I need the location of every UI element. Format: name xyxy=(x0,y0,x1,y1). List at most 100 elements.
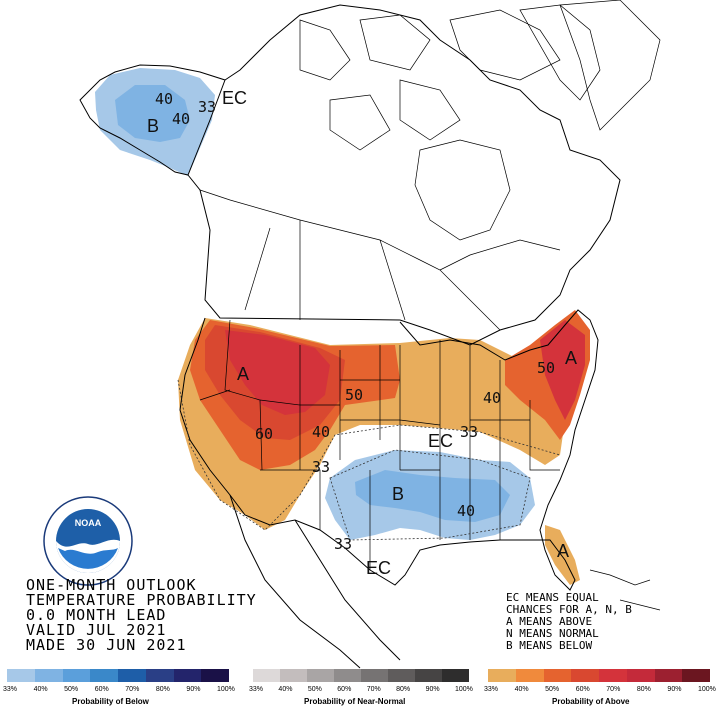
label-ec-alaska: EC xyxy=(222,88,247,108)
legend-above-swatch xyxy=(515,669,544,682)
label-ec-central: EC xyxy=(428,431,453,451)
label-50-plains: 50 xyxy=(345,386,363,404)
legend-above-tick: 90% xyxy=(667,686,682,693)
ec-line-4: N MEANS NORMAL xyxy=(506,627,599,640)
title-line-3: 0.0 MONTH LEAD xyxy=(26,606,167,624)
legend-above-tick: 70% xyxy=(606,686,621,693)
legend-above-swatch xyxy=(682,669,710,682)
legend-above-swatch xyxy=(654,669,683,682)
label-40-northeast: 40 xyxy=(483,389,501,407)
legend-below-swatch xyxy=(201,669,229,682)
alaska-outline xyxy=(79,64,226,176)
legend-normal-tick: 80% xyxy=(396,686,411,693)
legend-above-swatch xyxy=(626,669,655,682)
legend-below-caption: Probability of Below xyxy=(72,697,149,706)
legend-above-tick: 80% xyxy=(636,686,651,693)
legend-normal-swatch xyxy=(361,669,388,682)
label-40-alaska-a: 40 xyxy=(155,90,173,108)
label-a-northeast: A xyxy=(565,348,577,368)
legend-normal-tick: 90% xyxy=(425,686,440,693)
label-a-west: A xyxy=(237,364,249,384)
conus-outline xyxy=(179,309,599,591)
label-ec-texas: EC xyxy=(366,558,391,578)
contour-33-west xyxy=(177,379,561,531)
legend-normal-caption: Probability of Near-Normal xyxy=(304,697,406,706)
legend-below-tick: 33% xyxy=(3,686,18,693)
legend-below-swatch xyxy=(118,669,146,682)
legend-below-swatch xyxy=(90,669,118,682)
title-line-1: ONE-MONTH OUTLOOK xyxy=(26,576,197,594)
noaa-logo: NOAA xyxy=(43,496,133,586)
legend-normal-swatch xyxy=(388,669,415,682)
legend-above-tick: 100% xyxy=(698,686,716,693)
label-b-south: B xyxy=(392,484,404,504)
legend-normal-swatch xyxy=(334,669,361,682)
legend-above-tick: 50% xyxy=(545,686,560,693)
legend-normal-swatch xyxy=(280,669,307,682)
legend-below-tick: 80% xyxy=(155,686,170,693)
legend-below-swatch xyxy=(34,669,63,682)
legend-normal-tick: 60% xyxy=(337,686,352,693)
legend-above-tick: 40% xyxy=(514,686,529,693)
legend-below-swatch xyxy=(145,669,174,682)
label-33-alaska: 33 xyxy=(198,98,216,116)
label-40-west: 40 xyxy=(312,423,330,441)
legend-below-swatch xyxy=(173,669,202,682)
legend-below-swatch xyxy=(7,669,35,682)
greenland-outline xyxy=(559,0,661,131)
legend-normal-bar xyxy=(253,669,469,682)
label-40-alaska-b: 40 xyxy=(172,110,190,128)
legend-below-swatch xyxy=(62,669,91,682)
title-line-4: VALID JUL 2021 xyxy=(26,621,167,639)
label-a-florida: A xyxy=(557,541,569,561)
legend-normal-tick: 70% xyxy=(366,686,381,693)
fl-above-33 xyxy=(545,525,580,585)
legend-above-bar xyxy=(488,669,710,682)
label-40-south: 40 xyxy=(457,502,475,520)
legend-normal-tick: 33% xyxy=(249,686,264,693)
legend-below-tick: 100% xyxy=(217,686,235,693)
noaa-logo-text: NOAA xyxy=(75,518,102,528)
caribbean-islands xyxy=(589,569,661,611)
label-b-alaska: B xyxy=(147,116,159,136)
south-below-40 xyxy=(355,470,510,522)
legend-normal-tick: 100% xyxy=(455,686,473,693)
legend-normal-swatch xyxy=(415,669,442,682)
ne-above-50 xyxy=(540,320,585,420)
label-33-south: 33 xyxy=(334,535,352,553)
legend-normal-tick: 50% xyxy=(307,686,322,693)
arctic-islands xyxy=(299,4,601,151)
legend-normal-swatch xyxy=(307,669,334,682)
legend-above-caption: Probability of Above xyxy=(552,697,630,706)
mexico-outline xyxy=(229,494,401,669)
hudson-bay xyxy=(414,139,511,241)
alaska-below-40 xyxy=(115,85,190,142)
legend-above-swatch xyxy=(488,669,516,682)
title-line-5: MADE 30 JUN 2021 xyxy=(26,636,187,654)
legend-above-swatch xyxy=(599,669,627,682)
legend-below-tick: 50% xyxy=(64,686,79,693)
legend-above-swatch xyxy=(571,669,599,682)
ec-line-2: CHANCES FOR A, N, B xyxy=(506,603,632,616)
label-60-west: 60 xyxy=(255,425,273,443)
legend-below-tick: 70% xyxy=(125,686,140,693)
outlook-title-block: ONE-MONTH OUTLOOK TEMPERATURE PROBABILITY… xyxy=(26,578,257,653)
legend-normal-swatch xyxy=(253,669,280,682)
legend-normal-swatch xyxy=(442,669,469,682)
legend-below-tick: 60% xyxy=(94,686,109,693)
label-50-northeast: 50 xyxy=(537,359,555,377)
canada-outline xyxy=(187,4,621,346)
label-33-west: 33 xyxy=(312,458,330,476)
legend-above-tick: 60% xyxy=(575,686,590,693)
province-lines xyxy=(199,189,561,331)
ec-line-5: B MEANS BELOW xyxy=(506,639,593,652)
ec-line-1: EC MEANS EQUAL xyxy=(506,591,599,604)
label-33-central: 33 xyxy=(460,423,478,441)
legend-above-swatch xyxy=(543,669,572,682)
legend-above-tick: 33% xyxy=(484,686,499,693)
legend-below-tick: 40% xyxy=(33,686,48,693)
legend-below-bar xyxy=(7,669,229,682)
